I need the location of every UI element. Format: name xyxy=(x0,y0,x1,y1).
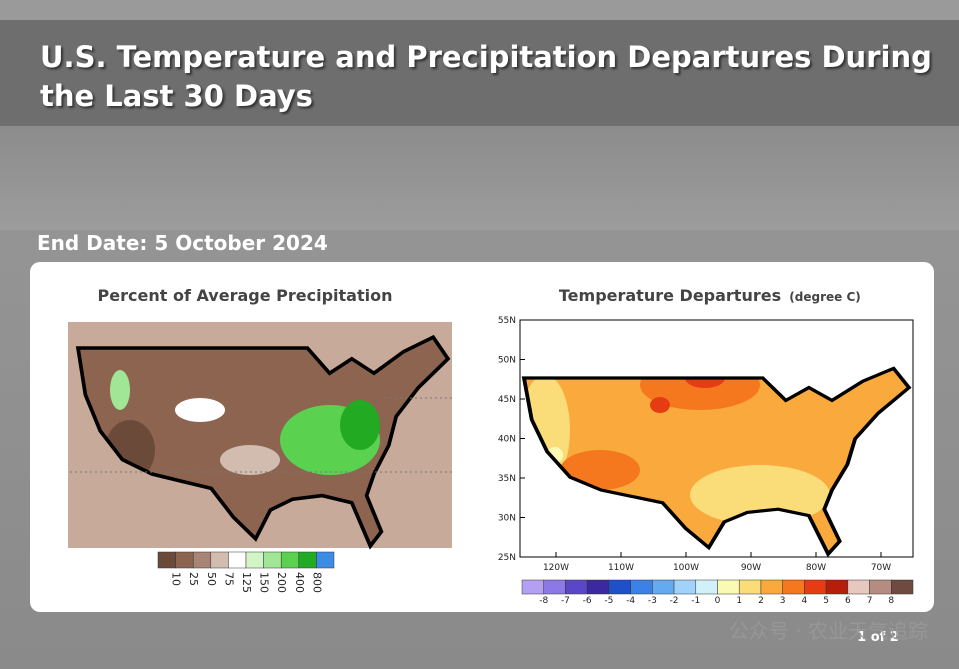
lon-label: 120W xyxy=(543,563,569,573)
lat-label: 45N xyxy=(498,395,516,405)
legend-swatch xyxy=(316,551,335,569)
legend-label: -6 xyxy=(583,596,592,606)
legend-swatch xyxy=(298,551,317,569)
legend-swatch xyxy=(157,551,176,569)
legend-label: 150 xyxy=(258,572,271,593)
sub-band xyxy=(0,126,959,230)
legend-label: 1 xyxy=(736,596,742,606)
legend-label: 7 xyxy=(867,596,873,606)
lon-label: 100W xyxy=(673,563,699,573)
legend-label: 25 xyxy=(187,572,200,586)
legend-label: 10 xyxy=(170,572,183,586)
map-title: Temperature Departures xyxy=(559,286,781,305)
map-unit: (degree C) xyxy=(789,290,860,304)
legend-swatch xyxy=(869,579,892,595)
legend-swatch xyxy=(760,579,783,595)
legend-label: 800 xyxy=(310,572,323,593)
legend-label: 6 xyxy=(845,596,851,606)
legend-label: 4 xyxy=(802,596,808,606)
legend-swatch xyxy=(738,579,762,595)
legend-swatch xyxy=(586,579,610,595)
end-date: End Date: 5 October 2024 xyxy=(37,231,328,255)
legend-label: 3 xyxy=(780,596,786,606)
legend-label: -7 xyxy=(561,596,570,606)
legend-label: -5 xyxy=(604,596,613,606)
lat-label: 50N xyxy=(498,356,516,366)
legend-label: -8 xyxy=(539,596,548,606)
lon-label: 70W xyxy=(871,563,891,573)
precip-legend: 10 25 50 75 125 150 200 400 800 xyxy=(157,551,335,593)
legend-swatch xyxy=(717,579,740,595)
legend-label: -3 xyxy=(648,596,657,606)
legend-label: 200 xyxy=(275,572,288,593)
legend-swatch xyxy=(630,579,653,595)
lon-label: 110W xyxy=(608,563,634,573)
legend-label: 50 xyxy=(205,572,218,586)
legend-swatch xyxy=(263,551,282,569)
legend-swatch xyxy=(245,551,264,569)
legend-label: 8 xyxy=(888,596,894,606)
temp-legend: -8 -7 -6 -5 -4 -3 -2 -1 0 1 2 3 4 5 6 7 8 xyxy=(521,579,914,606)
legend-label: -1 xyxy=(691,596,700,606)
legend-swatch xyxy=(543,579,566,595)
legend-label: 0 xyxy=(715,596,721,606)
legend-swatch xyxy=(847,579,870,595)
legend-swatch xyxy=(210,551,229,569)
precip-map xyxy=(68,322,452,548)
legend-label: 2 xyxy=(758,596,764,606)
legend-swatch xyxy=(825,579,849,595)
lat-label: 35N xyxy=(498,474,516,484)
title: the Last 30 Days xyxy=(40,79,313,113)
lat-label: 30N xyxy=(498,514,516,524)
lon-label: 80W xyxy=(806,563,826,573)
legend-swatch xyxy=(565,579,588,595)
temp-axes: 55N 50N 45N 40N 35N 30N 25N 120W 110W 100W 90W 80W 7… xyxy=(498,316,891,573)
legend-swatch xyxy=(192,551,212,569)
lat-label: 25N xyxy=(498,553,516,563)
map-title: Percent of Average Precipitation xyxy=(98,286,393,305)
legend-swatch xyxy=(695,579,718,595)
legend-swatch xyxy=(782,579,805,595)
legend-swatch xyxy=(652,579,675,595)
legend-swatch xyxy=(228,551,247,569)
legend-swatch xyxy=(175,551,194,569)
lon-label: 90W xyxy=(741,563,761,573)
legend-swatch xyxy=(608,579,631,595)
title: U.S. Temperature and Precipitation Depar… xyxy=(40,40,932,74)
legend-swatch xyxy=(673,579,697,595)
legend-swatch xyxy=(804,579,827,595)
page-number: 1 of 2 xyxy=(857,630,899,645)
title-band xyxy=(0,20,959,126)
legend-label: -2 xyxy=(670,596,679,606)
legend-swatch xyxy=(891,579,914,595)
legend-label: 400 xyxy=(293,572,306,593)
legend-label: 125 xyxy=(240,572,253,593)
legend-swatch xyxy=(521,579,544,595)
temp-map xyxy=(519,319,914,558)
lat-label: 55N xyxy=(498,316,516,326)
legend-label: 5 xyxy=(823,596,829,606)
watermark: 公众号 · 农业天气追踪 xyxy=(729,619,928,643)
legend-label: 75 xyxy=(222,572,235,586)
legend-swatch xyxy=(280,551,300,569)
lat-label: 40N xyxy=(498,435,516,445)
legend-label: -4 xyxy=(626,596,635,606)
